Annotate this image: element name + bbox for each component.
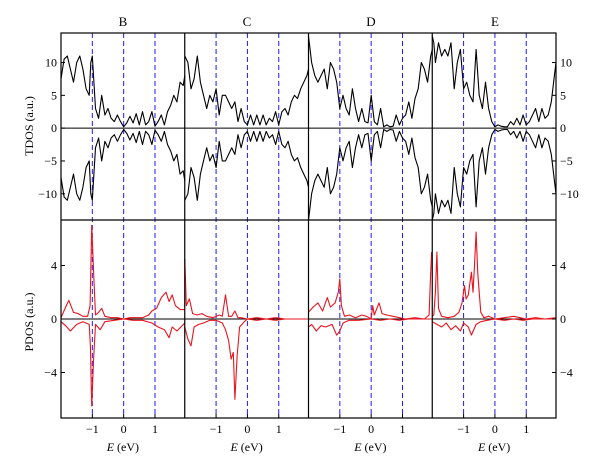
tdos-curve-up-b — [60, 55, 186, 128]
pdos-curve-up-d — [308, 252, 433, 320]
pdos-curve-down-b — [60, 318, 186, 407]
tdos-curve-up-d — [307, 36, 433, 128]
tdos-ytick-label-right-5: 5 — [560, 88, 566, 102]
x-axis-label-b: E (eV) — [106, 440, 139, 454]
x-tick-label-c-0: 0 — [244, 422, 250, 436]
tdos-curve-down-d — [307, 128, 433, 221]
pdos-curve-up-c — [184, 258, 309, 320]
tdos-ytick-label-left--5: −5 — [44, 154, 57, 168]
x-axis-symbol-e: E — [477, 440, 486, 454]
panel-title-e: E — [491, 14, 499, 29]
x-axis-label-c: E (eV) — [229, 440, 262, 454]
x-tick-label-d-1: 1 — [399, 422, 405, 436]
tdos-ytick-label-left-0: 0 — [51, 121, 57, 135]
pdos-ytick-label-right-4: 4 — [560, 258, 566, 272]
panel-title-d: D — [366, 14, 375, 29]
x-tick-label-b-0: 0 — [121, 422, 127, 436]
x-tick-label-c--1: −1 — [210, 422, 223, 436]
tdos-ytick-label-right-0: 0 — [560, 121, 566, 135]
x-tick-label-d-0: 0 — [368, 422, 374, 436]
panel-title-c: C — [243, 14, 252, 29]
tdos-ytick-label-right--10: −10 — [560, 187, 579, 201]
pdos-ytick-label-left--4: −4 — [44, 366, 57, 380]
pdos-curve-down-c — [184, 318, 309, 400]
x-tick-label-c-1: 1 — [276, 422, 282, 436]
pdos-axis-label: PDOS (a.u.) — [22, 292, 36, 351]
tdos-curve-up-e — [431, 36, 557, 128]
pdos-curve-up-e — [431, 231, 557, 320]
pdos-ytick-label-right--4: −4 — [560, 366, 573, 380]
pdos-ytick-label-left-4: 4 — [51, 258, 57, 272]
x-axis-unit-c: (eV) — [238, 440, 263, 454]
x-tick-label-b-1: 1 — [152, 422, 158, 436]
panel-titles: B C D E — [119, 14, 499, 29]
x-tick-label-b--1: −1 — [86, 422, 99, 436]
pdos-ytick-label-left-0: 0 — [51, 312, 57, 326]
tdos-curve-up-c — [184, 55, 310, 126]
pdos-curve-down-e — [432, 318, 556, 336]
x-tick-label-e-1: 1 — [523, 422, 529, 436]
x-axis-label-e: E (eV) — [477, 440, 510, 454]
tdos-ytick-label-left-10: 10 — [45, 56, 57, 70]
pdos-curve-down-d — [308, 318, 433, 336]
pdos-ytick-label-right-0: 0 — [560, 312, 566, 326]
x-axis-unit-d: (eV) — [362, 440, 387, 454]
plot-area: −1 0 1E (eV)−1 0 1E (eV)−1 0 1E (eV)−1 0 1E (eV)… — [38, 32, 579, 454]
tdos-ytick-label-right--5: −5 — [560, 154, 573, 168]
pdos-curve-up-b — [60, 224, 185, 320]
tdos-curve-down-e — [431, 128, 557, 221]
x-tick-label-e--1: −1 — [457, 422, 470, 436]
x-tick-label-d--1: −1 — [333, 422, 346, 436]
tdos-curve-down-b — [60, 128, 186, 201]
plot-frame — [60, 32, 557, 419]
x-axis-unit-e: (eV) — [485, 440, 510, 454]
x-tick-label-e-0: 0 — [492, 422, 498, 436]
tdos-axis-label: TDOS (a.u.) — [22, 96, 36, 156]
x-axis-symbol-c: E — [229, 440, 238, 454]
tdos-curve-down-c — [184, 130, 310, 201]
x-axis-unit-b: (eV) — [114, 440, 139, 454]
x-axis-symbol-b: E — [106, 440, 115, 454]
x-axis-symbol-d: E — [353, 440, 362, 454]
x-axis-label-d: E (eV) — [353, 440, 386, 454]
tdos-ytick-label-left-5: 5 — [51, 88, 57, 102]
tdos-ytick-label-right-10: 10 — [560, 56, 572, 70]
tdos-ytick-label-left--10: −10 — [38, 187, 57, 201]
panel-title-b: B — [119, 14, 128, 29]
